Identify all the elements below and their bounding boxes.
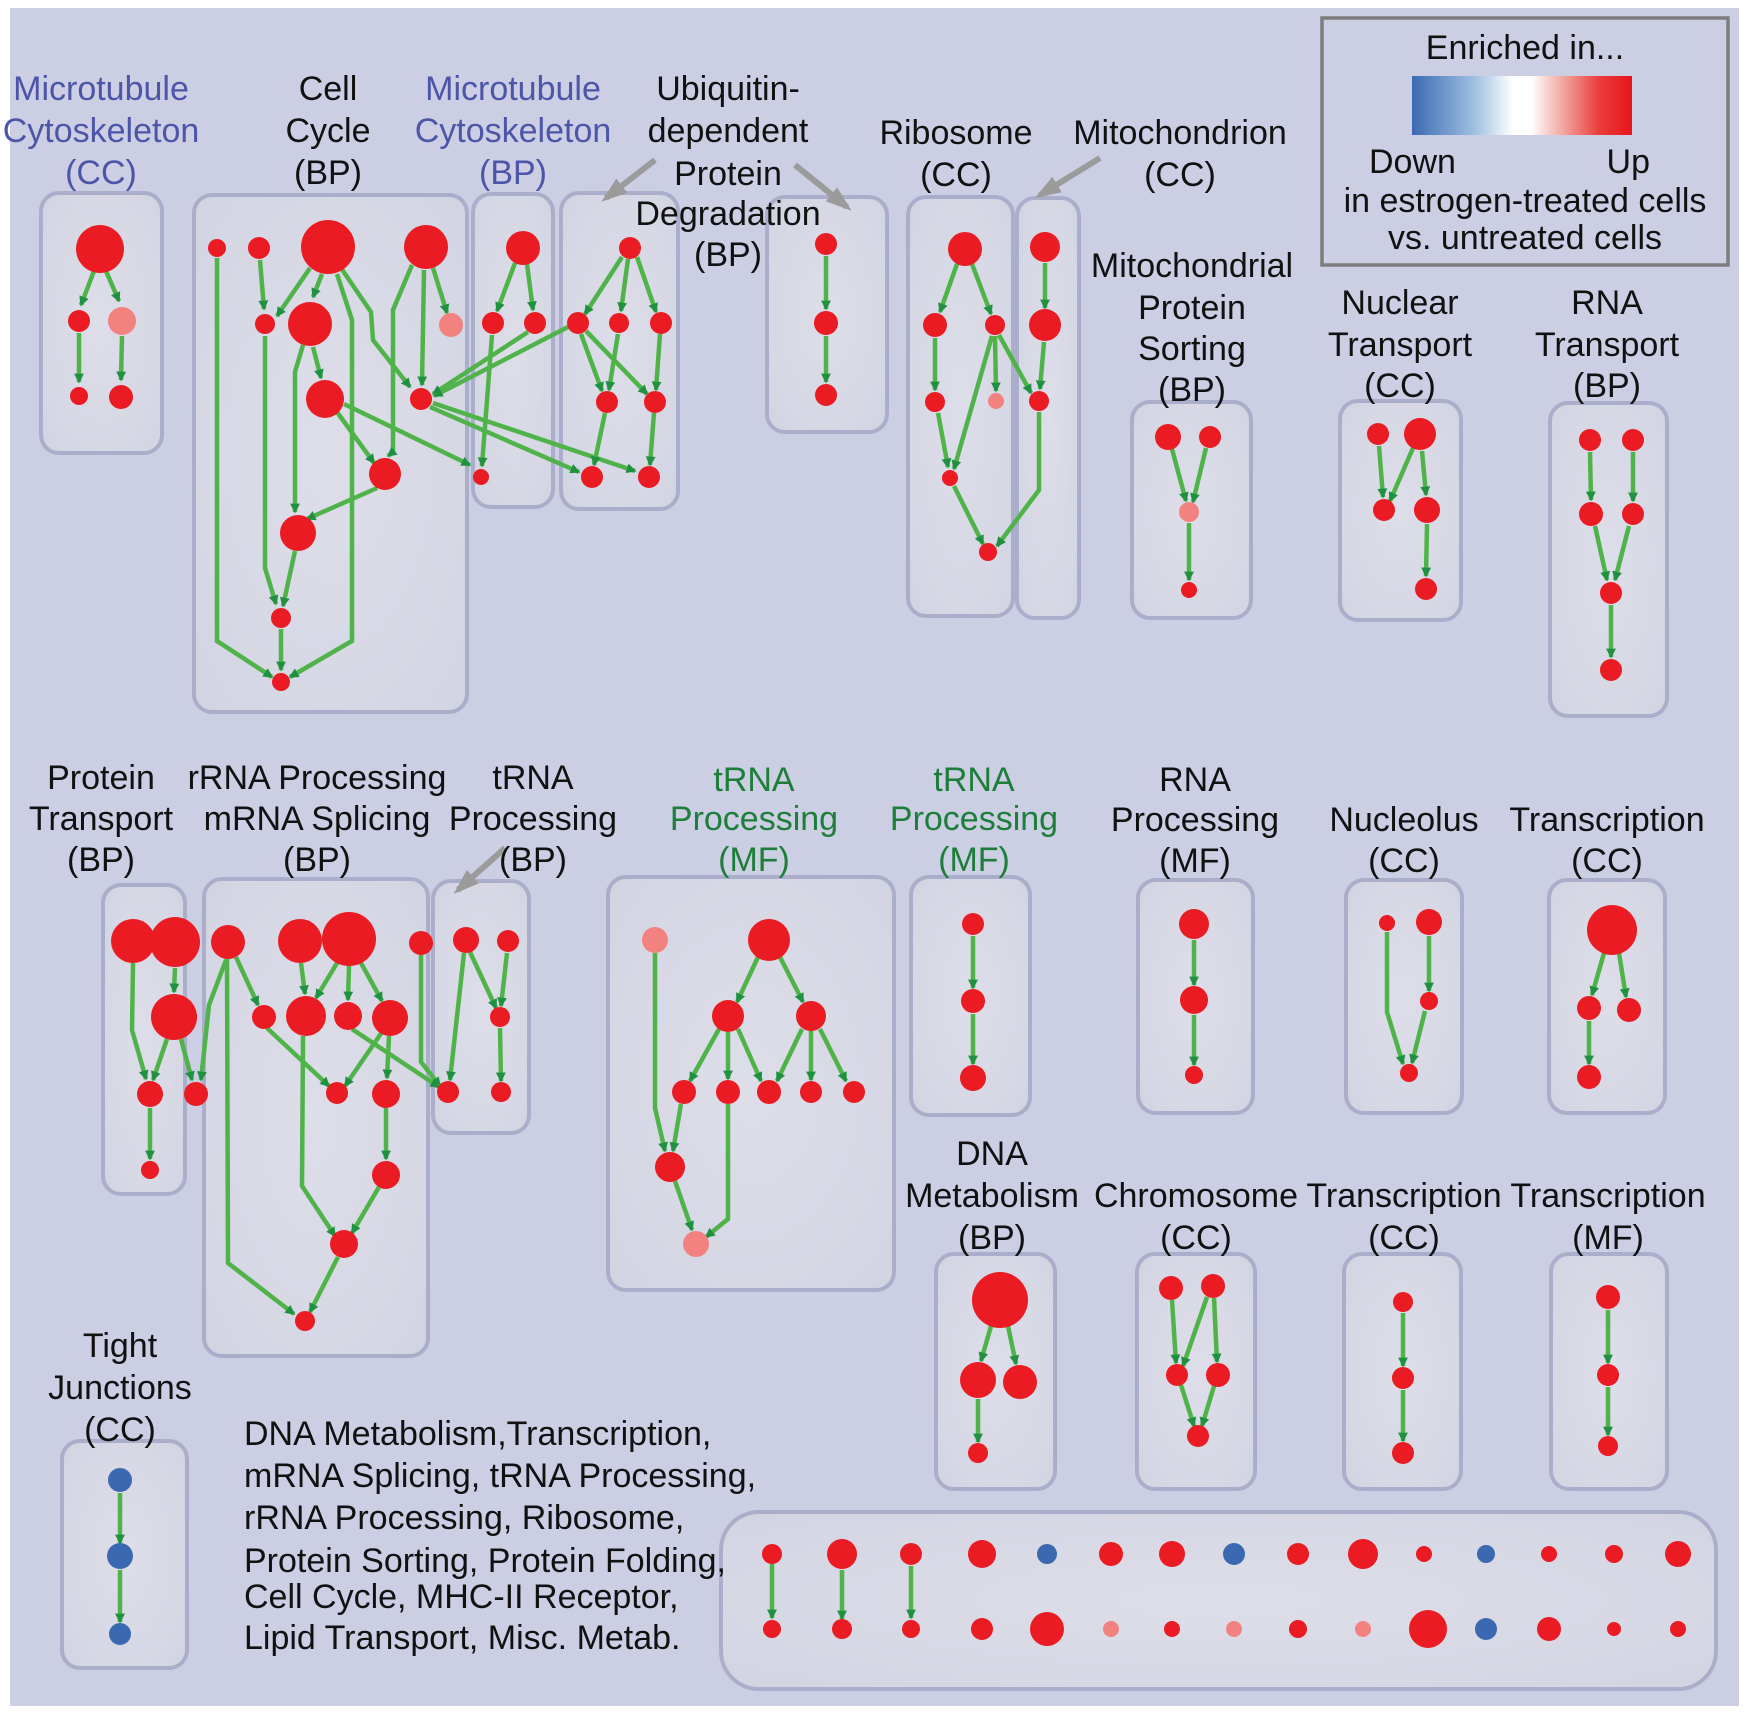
svg-text:(MF): (MF) — [1159, 842, 1231, 880]
svg-text:(CC): (CC) — [920, 156, 992, 194]
svg-text:Transport: Transport — [1328, 326, 1473, 364]
svg-text:Nuclear: Nuclear — [1341, 284, 1458, 322]
svg-text:Transcription: Transcription — [1306, 1177, 1501, 1215]
svg-text:mRNA Splicing: mRNA Splicing — [204, 800, 431, 838]
svg-text:RNA: RNA — [1159, 761, 1231, 799]
svg-text:Processing: Processing — [890, 800, 1058, 838]
svg-text:Processing: Processing — [1111, 801, 1279, 839]
svg-text:Protein: Protein — [674, 155, 782, 193]
svg-text:Transcription: Transcription — [1509, 801, 1704, 839]
svg-text:(BP): (BP) — [67, 841, 135, 879]
svg-text:Mitochondrion: Mitochondrion — [1073, 114, 1287, 152]
svg-text:(CC): (CC) — [1160, 1219, 1232, 1257]
svg-text:Protein Sorting, Protein Foldi: Protein Sorting, Protein Folding, — [244, 1542, 726, 1580]
svg-text:Transport: Transport — [29, 800, 174, 838]
svg-text:(BP): (BP) — [958, 1219, 1026, 1257]
svg-text:Degradation: Degradation — [635, 195, 820, 233]
svg-text:tRNA: tRNA — [492, 759, 574, 797]
svg-text:(BP): (BP) — [694, 236, 762, 274]
svg-text:(CC): (CC) — [1144, 156, 1216, 194]
svg-text:Down: Down — [1369, 143, 1456, 181]
svg-text:Processing: Processing — [449, 800, 617, 838]
svg-text:Microtubule: Microtubule — [425, 70, 601, 108]
svg-text:Transport: Transport — [1535, 326, 1680, 364]
svg-text:rRNA Processing: rRNA Processing — [188, 759, 447, 797]
svg-text:(BP): (BP) — [283, 841, 351, 879]
svg-text:tRNA: tRNA — [933, 761, 1015, 799]
svg-text:Protein: Protein — [47, 759, 155, 797]
svg-text:(BP): (BP) — [1573, 367, 1641, 405]
svg-text:(BP): (BP) — [499, 841, 567, 879]
svg-text:(CC): (CC) — [1364, 367, 1436, 405]
svg-text:vs. untreated cells: vs. untreated cells — [1388, 219, 1662, 257]
svg-text:(BP): (BP) — [479, 154, 547, 192]
svg-text:Chromosome: Chromosome — [1094, 1177, 1298, 1215]
svg-text:Transcription: Transcription — [1510, 1177, 1705, 1215]
svg-text:Cycle: Cycle — [285, 112, 370, 150]
svg-text:(MF): (MF) — [1572, 1219, 1644, 1257]
svg-text:Tight: Tight — [83, 1327, 158, 1365]
svg-text:(CC): (CC) — [65, 154, 137, 192]
svg-text:Cytoskeleton: Cytoskeleton — [415, 112, 612, 150]
svg-text:Enriched in...: Enriched in... — [1426, 29, 1624, 67]
svg-text:tRNA: tRNA — [713, 761, 795, 799]
svg-text:(BP): (BP) — [294, 154, 362, 192]
svg-text:Mitochondrial: Mitochondrial — [1091, 247, 1293, 285]
svg-text:mRNA Splicing, tRNA Processing: mRNA Splicing, tRNA Processing, — [244, 1457, 756, 1495]
svg-text:Microtubule: Microtubule — [13, 70, 189, 108]
svg-text:Metabolism: Metabolism — [905, 1177, 1079, 1215]
svg-text:Nucleolus: Nucleolus — [1329, 801, 1478, 839]
svg-text:Cell Cycle, MHC-II Receptor,: Cell Cycle, MHC-II Receptor, — [244, 1578, 679, 1616]
svg-text:(CC): (CC) — [1368, 842, 1440, 880]
svg-text:(CC): (CC) — [84, 1411, 156, 1449]
svg-text:rRNA Processing, Ribosome,: rRNA Processing, Ribosome, — [244, 1499, 684, 1537]
svg-text:(CC): (CC) — [1368, 1219, 1440, 1257]
svg-text:RNA: RNA — [1571, 284, 1643, 322]
svg-text:in estrogen-treated cells: in estrogen-treated cells — [1344, 182, 1707, 220]
svg-text:dependent: dependent — [648, 112, 809, 150]
svg-text:(MF): (MF) — [938, 841, 1010, 879]
svg-text:Processing: Processing — [670, 800, 838, 838]
svg-text:(CC): (CC) — [1571, 842, 1643, 880]
svg-text:DNA Metabolism,Transcription,: DNA Metabolism,Transcription, — [244, 1415, 711, 1453]
svg-text:DNA: DNA — [956, 1135, 1028, 1173]
svg-text:Protein: Protein — [1138, 289, 1246, 327]
svg-text:Sorting: Sorting — [1138, 330, 1246, 368]
svg-text:Ribosome: Ribosome — [879, 114, 1032, 152]
svg-text:Lipid Transport, Misc. Metab.: Lipid Transport, Misc. Metab. — [244, 1619, 681, 1657]
svg-text:(MF): (MF) — [718, 841, 790, 879]
svg-text:Cell: Cell — [299, 70, 358, 108]
svg-text:Ubiquitin-: Ubiquitin- — [656, 70, 800, 108]
svg-text:Junctions: Junctions — [48, 1369, 192, 1407]
svg-text:(BP): (BP) — [1158, 371, 1226, 409]
svg-text:Up: Up — [1607, 143, 1650, 181]
svg-text:Cytoskeleton: Cytoskeleton — [3, 112, 200, 150]
